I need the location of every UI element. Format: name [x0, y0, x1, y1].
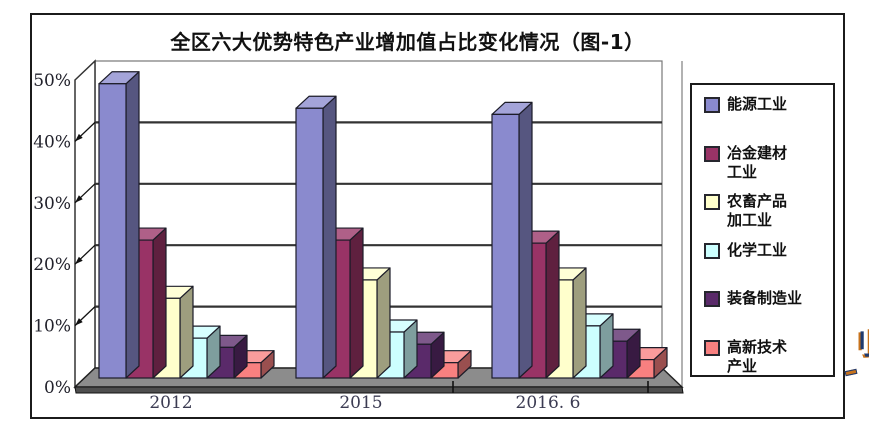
bar-side-s3-c3: [572, 267, 587, 379]
legend-item-label: 农畜产品 加工业: [727, 192, 788, 230]
legend-swatch-icon: [704, 291, 720, 308]
legend-item: 冶金建材 工业: [704, 144, 787, 182]
bar-side-s2-c2: [349, 227, 364, 379]
y-axis-label: 20%: [33, 255, 71, 275]
category-label: 2016. 6: [516, 393, 581, 413]
bar-side-s3-c1: [179, 285, 194, 379]
legend-swatch-icon: [704, 340, 720, 356]
legend-item-label: 装备制造业: [727, 289, 803, 308]
chart-title: 全区六大优势特色产业增加值占比变化情况（图-1）: [170, 30, 645, 54]
legend-item: 农畜产品 加工业: [704, 192, 787, 230]
bar-side-s2-c1: [152, 227, 167, 379]
legend: 能源工业冶金建材 工业 农畜产品 加工业化学工业装备制造业高新技术 产业: [690, 83, 835, 377]
legend-swatch-icon: [704, 145, 720, 162]
legend-item: 化学工业: [704, 241, 787, 260]
bar-side-s1-c1: [125, 71, 140, 379]
legend-item-label: 化学工业: [727, 240, 788, 259]
clipped-text-artifact: 刂: [846, 327, 869, 362]
bar-side-s1-c2: [322, 95, 337, 379]
y-axis-label: 50%: [33, 71, 71, 91]
legend-item: 装备制造业: [704, 289, 802, 308]
legend-item: 能源工业: [704, 95, 787, 114]
floor-front-face: [74, 386, 684, 394]
y-axis-label: 40%: [33, 132, 71, 152]
y-tick-arrow-icon: [75, 133, 83, 142]
legend-item-label: 能源工业: [727, 95, 788, 113]
bar-s1-c2: [295, 107, 324, 379]
bar-s1-c1: [98, 83, 127, 379]
legend-swatch-icon: [704, 242, 720, 259]
y-tick-arrow-icon: [75, 256, 83, 265]
y-axis-label: 10%: [33, 317, 71, 337]
bar-side-s2-c3: [545, 230, 560, 379]
y-tick-arrow-icon: [75, 195, 83, 203]
bar-s1-c3: [491, 113, 520, 379]
left-wall: [74, 59, 96, 389]
legend-swatch-icon: [704, 194, 720, 211]
legend-item-label: 高新技术 产业: [727, 338, 788, 375]
y-axis-label: 0%: [44, 378, 71, 398]
legend-swatch-icon: [704, 97, 720, 113]
category-label: 2012: [149, 393, 192, 413]
bar-side-s3-c2: [376, 267, 391, 379]
legend-item-label: 冶金建材 工业: [727, 143, 788, 181]
legend-item: 高新技术 产业: [704, 338, 787, 376]
category-label: 2015: [339, 393, 382, 413]
y-tick-arrow-icon: [75, 318, 83, 326]
y-axis-label: 30%: [33, 194, 71, 214]
bar-side-s1-c3: [518, 101, 533, 379]
